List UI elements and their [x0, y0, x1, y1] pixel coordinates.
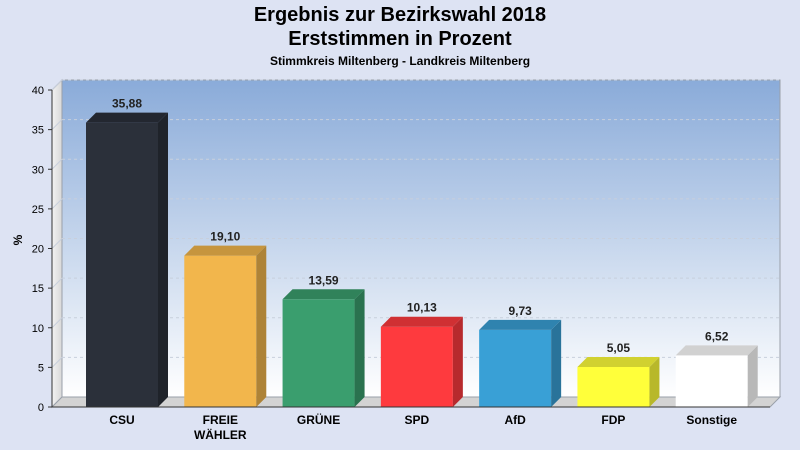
- y-tick-label: 40: [32, 85, 44, 97]
- bar-front: [577, 366, 650, 407]
- bar-side: [158, 112, 168, 407]
- x-tick-label: AfD: [504, 413, 526, 427]
- gridline-side: [51, 238, 63, 249]
- x-tick-label: WÄHLER: [194, 427, 247, 442]
- bar-value-label: 5,05: [607, 341, 631, 355]
- bar-value-label: 10,13: [407, 301, 437, 315]
- gridlines: [51, 79, 780, 368]
- bar-top: [380, 316, 463, 327]
- bar-side: [649, 356, 660, 407]
- bar-1: [184, 245, 267, 407]
- y-tick-label: 10: [32, 323, 44, 335]
- bar-4: [479, 319, 562, 407]
- x-tick-label: Sonstige: [686, 413, 737, 427]
- y-tick-label: 5: [38, 362, 44, 374]
- bar-5: [577, 356, 660, 407]
- gridline-side: [51, 198, 63, 210]
- x-tick-label: FDP: [601, 413, 625, 427]
- y-tick-label: 0: [38, 402, 44, 414]
- chart-title: Ergebnis zur Bezirkswahl 2018: [253, 4, 547, 26]
- bar-front: [675, 355, 748, 407]
- gridline-side: [51, 317, 63, 329]
- bar-value-label: 13,59: [309, 273, 339, 287]
- x-tick-label: CSU: [109, 413, 134, 427]
- gridline-side: [51, 357, 63, 368]
- bar-value-label: 35,88: [112, 97, 142, 111]
- bar-front: [184, 255, 257, 407]
- bar-top: [86, 112, 168, 123]
- y-tick-label: 25: [32, 204, 44, 216]
- bar-top: [282, 289, 365, 300]
- y-tick-label: 35: [32, 125, 44, 137]
- bar-front: [282, 299, 355, 407]
- bar-3: [380, 316, 463, 407]
- bar-top: [675, 345, 758, 356]
- bar-side: [747, 345, 758, 407]
- bar-top: [184, 245, 267, 256]
- chart-subtitle: Erststimmen in Prozent: [288, 28, 512, 50]
- gridline-side: [51, 277, 63, 289]
- x-tick-label: FREIE: [203, 413, 238, 427]
- bar-value-label: 19,10: [210, 230, 240, 244]
- y-tick-label: 30: [32, 164, 44, 176]
- x-tick-label: SPD: [405, 413, 430, 427]
- bar-value-label: 6,52: [705, 329, 729, 343]
- bar-side: [256, 245, 267, 407]
- y-axis: 0 5 10 15 20 25 30 35 40: [32, 85, 53, 414]
- chart-region-subtitle: Stimmkreis Miltenberg - Landkreis Milten…: [269, 54, 531, 68]
- gridline-side: [51, 119, 63, 130]
- gridline-side: [51, 79, 63, 91]
- bar-front: [380, 326, 453, 407]
- y-tick-label: 20: [32, 244, 44, 256]
- bar-top: [577, 356, 660, 367]
- bar-0: [86, 112, 168, 407]
- bar-front: [479, 329, 552, 407]
- x-tick-label: GRÜNE: [297, 412, 340, 427]
- gridline-side: [51, 158, 63, 170]
- bar-side: [551, 319, 562, 407]
- bar-value-label: 9,73: [508, 304, 532, 318]
- bar-top: [479, 319, 562, 330]
- y-tick-label: 15: [32, 283, 44, 295]
- bar-6: [675, 345, 758, 407]
- bars: 35,88 19,10 13,59 10,13 9,73 5,05 6,52: [86, 97, 758, 407]
- bar-side: [354, 289, 365, 407]
- bar-side: [452, 316, 463, 407]
- bar-front: [86, 122, 158, 407]
- bar-2: [282, 289, 365, 407]
- y-axis-label: %: [11, 234, 25, 245]
